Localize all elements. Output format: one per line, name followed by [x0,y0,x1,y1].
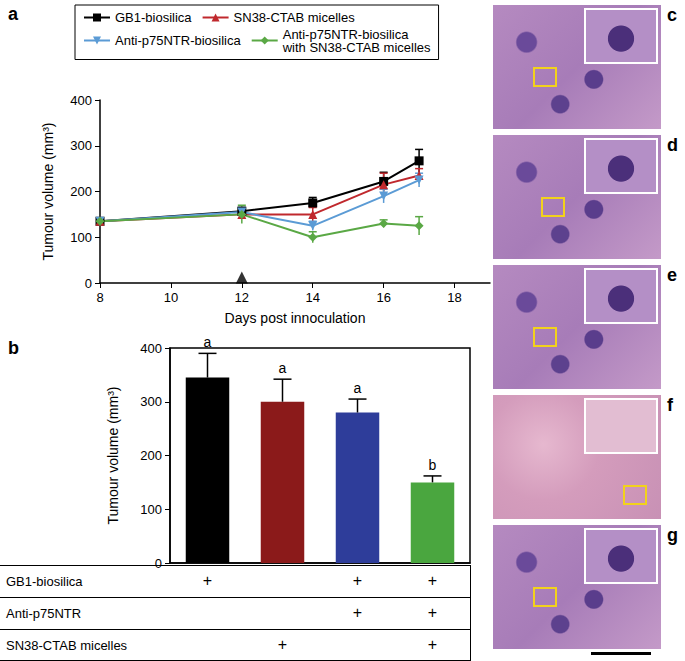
svg-text:8: 8 [96,290,103,305]
html-text:a: a [8,4,18,24]
svg-text:0: 0 [85,276,92,291]
svg-text:18: 18 [447,290,461,305]
html-text:c: c [667,5,677,25]
svg-text:Days post innoculation: Days post innoculation [225,310,366,326]
svg-text:Anti-p75NTR-biosilica: Anti-p75NTR-biosilica [282,26,412,42]
html-text:d: d [667,135,678,155]
svg-text:100: 100 [140,502,162,517]
svg-text:GB1-biosilica: GB1-biosilica [115,10,192,25]
svg-text:300: 300 [70,138,92,153]
html-text:g: g [667,525,678,545]
svg-text:400: 400 [70,93,92,108]
svg-text:with SN38-CTAB micelles: with SN38-CTAB micelles [282,40,431,55]
html-text:b: b [8,338,19,358]
svg-text:14: 14 [305,290,319,305]
svg-text:Tumour volume (mm³): Tumour volume (mm³) [105,387,121,525]
html-text:e: e [667,265,677,285]
html-text:GB1-biosilica: GB1-biosilica [6,574,83,589]
svg-text:Tumour volume (mm³): Tumour volume (mm³) [40,123,56,261]
svg-text:100: 100 [70,230,92,245]
svg-text:b: b [429,457,437,473]
html-text:SN38-CTAB micelles: SN38-CTAB micelles [6,637,128,653]
svg-text:0: 0 [155,556,162,571]
svg-text:300: 300 [140,394,162,409]
svg-text:a: a [354,380,362,396]
svg-text:10: 10 [164,290,178,305]
svg-text:400: 400 [140,341,162,356]
svg-text:a: a [279,360,287,376]
html-text:f: f [667,395,673,415]
svg-text:SN38-CTAB micelles: SN38-CTAB micelles [234,10,356,25]
svg-text:200: 200 [70,184,92,199]
svg-text:200: 200 [140,448,162,463]
svg-text:a: a [204,334,212,350]
html-text:Anti-p75NTR: Anti-p75NTR [6,606,82,621]
svg-text:Anti-p75NTR-biosilica: Anti-p75NTR-biosilica [115,33,241,48]
svg-text:12: 12 [235,290,249,305]
svg-text:16: 16 [376,290,390,305]
